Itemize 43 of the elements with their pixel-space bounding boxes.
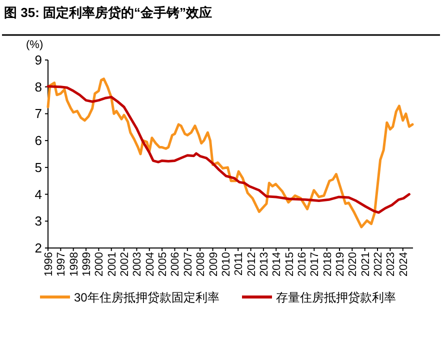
x-tick-label: 2014 bbox=[271, 252, 284, 276]
x-tick-label: 2020 bbox=[347, 252, 360, 276]
y-tick-label: 8 bbox=[34, 79, 42, 94]
x-tick-label: 2003 bbox=[132, 252, 144, 276]
y-tick-label: 9 bbox=[34, 52, 42, 68]
x-tick-label: 2023 bbox=[385, 252, 398, 276]
y-tick-label: 7 bbox=[34, 106, 42, 122]
x-tick-label: 2004 bbox=[144, 252, 156, 276]
x-tick-label: 2005 bbox=[157, 252, 170, 276]
x-tick-label: 1997 bbox=[56, 252, 68, 276]
y-tick-label: 5 bbox=[34, 160, 42, 175]
x-tick-label: 2024 bbox=[398, 252, 410, 276]
legend-label: 存量住房抵押贷款利率 bbox=[276, 290, 396, 304]
x-tick-label: 2001 bbox=[106, 252, 118, 276]
x-tick-label: 2002 bbox=[119, 252, 132, 276]
y-tick-label: 6 bbox=[34, 133, 42, 148]
x-tick-label: 2007 bbox=[182, 252, 194, 276]
x-tick-label: 2016 bbox=[296, 252, 308, 276]
x-tick-label: 1996 bbox=[43, 252, 55, 276]
x-tick-label: 2022 bbox=[372, 252, 385, 276]
x-tick-label: 2011 bbox=[233, 252, 246, 276]
line-series bbox=[46, 85, 410, 214]
x-tick-label: 2019 bbox=[334, 252, 346, 276]
x-tick-label: 2015 bbox=[284, 252, 296, 276]
y-tick-label: 3 bbox=[34, 214, 42, 229]
x-tick-label: 1998 bbox=[68, 252, 80, 276]
x-tick-label: 2017 bbox=[309, 252, 322, 276]
y-tick-label: 4 bbox=[34, 186, 42, 202]
x-tick-label: 2021 bbox=[360, 252, 372, 276]
x-tick-label: 2012 bbox=[246, 252, 258, 276]
x-tick-label: 2006 bbox=[170, 252, 182, 276]
legend-label: 30年住房抵押贷款固定利率 bbox=[74, 290, 220, 304]
line-series bbox=[46, 78, 414, 228]
x-tick-label: 2008 bbox=[195, 252, 208, 276]
x-tick-label: 2018 bbox=[322, 252, 334, 276]
x-tick-label: 1999 bbox=[81, 252, 94, 276]
x-tick-label: 2009 bbox=[208, 252, 220, 276]
y-axis-title: (%) bbox=[26, 39, 44, 51]
y-tick-label: 2 bbox=[34, 240, 42, 256]
x-tick-label: 2010 bbox=[220, 252, 232, 276]
chart-title: 图 35: 固定利率房贷的“金手铐”效应 bbox=[4, 5, 212, 20]
x-tick-label: 2013 bbox=[258, 252, 270, 276]
x-tick-label: 2000 bbox=[94, 252, 106, 276]
